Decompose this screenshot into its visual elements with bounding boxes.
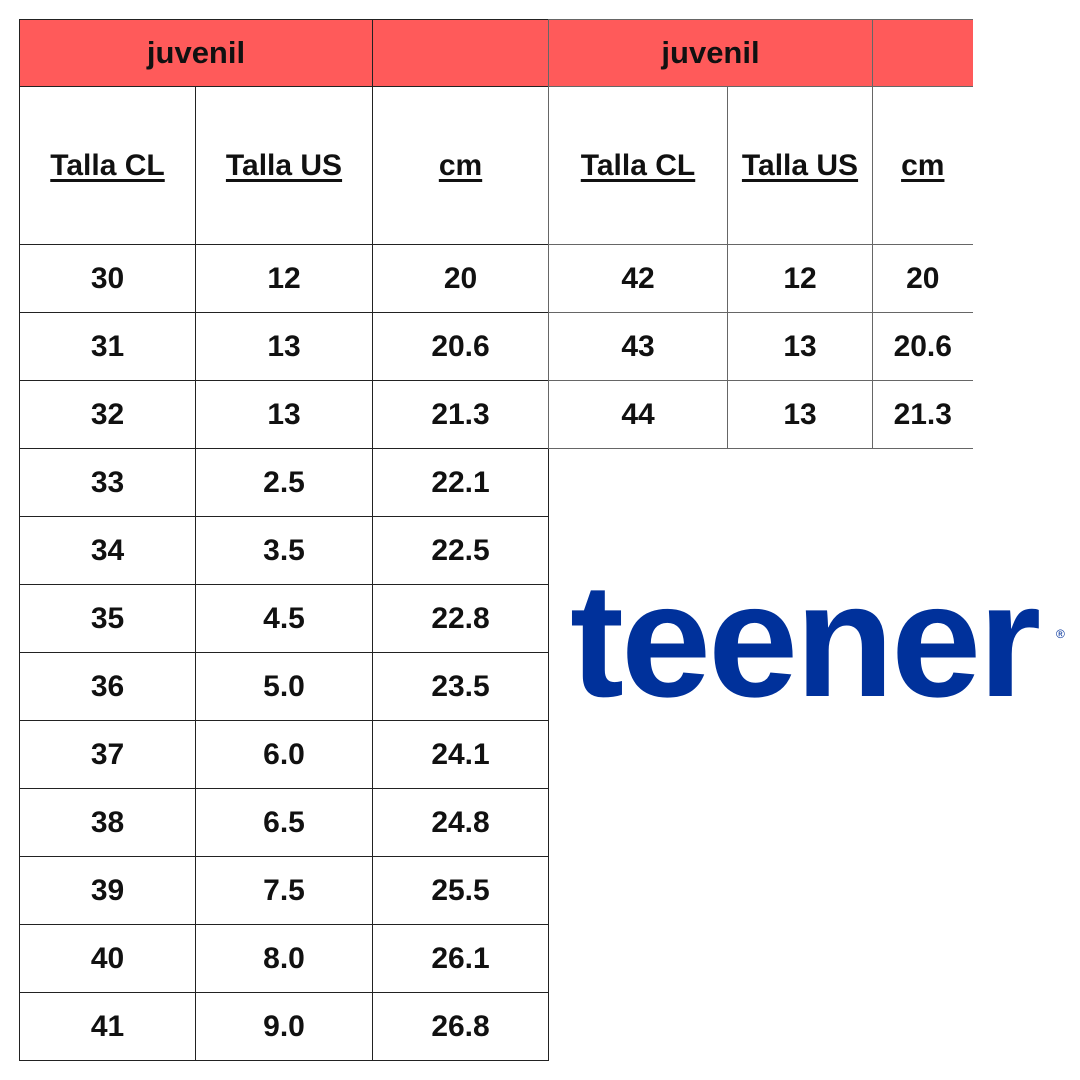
table-cell: 26.8 xyxy=(372,992,550,1061)
table-cell: 34 xyxy=(19,516,196,585)
table-row: 38 6.5 24.8 xyxy=(19,788,550,857)
column-header: cm xyxy=(372,86,550,245)
table-row: 33 2.5 22.1 xyxy=(19,448,550,517)
table-title-empty-cell xyxy=(372,19,550,87)
table-cell: 44 xyxy=(548,380,728,449)
table-row: 42 12 20 xyxy=(548,244,973,313)
table-cell: 39 xyxy=(19,856,196,925)
table-cell: 35 xyxy=(19,584,196,653)
table-row: 31 13 20.6 xyxy=(19,312,550,381)
table-row: 39 7.5 25.5 xyxy=(19,856,550,925)
column-header: Talla US xyxy=(194,86,374,245)
table-cell: 2.5 xyxy=(194,448,374,517)
table-cell: 24.1 xyxy=(372,720,550,789)
table-cell: 21.3 xyxy=(872,380,973,449)
table-cell: 25.5 xyxy=(372,856,550,925)
table-row: 34 3.5 22.5 xyxy=(19,516,550,585)
table-title-row: juvenil xyxy=(547,19,973,87)
table-cell: 24.8 xyxy=(372,788,550,857)
table-cell: 5.0 xyxy=(194,652,374,721)
table-row: 40 8.0 26.1 xyxy=(19,924,550,993)
table-cell: 32 xyxy=(19,380,196,449)
table-cell: 31 xyxy=(19,312,196,381)
table-cell: 21.3 xyxy=(372,380,550,449)
column-header: Talla CL xyxy=(19,86,196,245)
table-cell: 13 xyxy=(726,380,874,449)
table-cell: 13 xyxy=(194,312,374,381)
table-cell: 23.5 xyxy=(372,652,550,721)
column-header-row: Talla CL Talla US cm xyxy=(19,86,550,245)
table-cell: 3.5 xyxy=(194,516,374,585)
table-row: 41 9.0 26.8 xyxy=(19,992,550,1061)
column-header: Talla US xyxy=(726,86,874,245)
table-row: 37 6.0 24.1 xyxy=(19,720,550,789)
table-cell: 38 xyxy=(19,788,196,857)
table-cell: 6.5 xyxy=(194,788,374,857)
table-cell: 41 xyxy=(19,992,196,1061)
table-row: 43 13 20.6 xyxy=(548,312,973,381)
size-table-left: juvenil Talla CL Talla US cm 30 12 20 31 13 20.6 3… xyxy=(18,19,550,1061)
table-row: 32 13 21.3 xyxy=(19,380,550,449)
table-cell: 22.8 xyxy=(372,584,550,653)
table-cell: 37 xyxy=(19,720,196,789)
table-cell: 9.0 xyxy=(194,992,374,1061)
column-header-row: Talla CL Talla US cm xyxy=(548,86,973,245)
table-cell: 4.5 xyxy=(194,584,374,653)
table-cell: 6.0 xyxy=(194,720,374,789)
table-cell: 22.1 xyxy=(372,448,550,517)
table-row: 36 5.0 23.5 xyxy=(19,652,550,721)
table-cell: 22.5 xyxy=(372,516,550,585)
table-row: 44 13 21.3 xyxy=(548,380,973,449)
table-row: 30 12 20 xyxy=(19,244,550,313)
table-cell: 8.0 xyxy=(194,924,374,993)
registered-mark: ® xyxy=(1056,627,1065,641)
size-table-right: juvenil Talla CL Talla US cm 42 12 20 43 13 20.6 4… xyxy=(547,19,973,449)
table-cell: 13 xyxy=(726,312,874,381)
table-cell: 12 xyxy=(194,244,374,313)
table-cell: 20.6 xyxy=(372,312,550,381)
table-cell: 33 xyxy=(19,448,196,517)
table-title: juvenil xyxy=(18,19,374,87)
table-title-empty-cell xyxy=(872,19,973,87)
table-title: juvenil xyxy=(547,19,874,87)
table-title-row: juvenil xyxy=(18,19,550,87)
table-cell: 20 xyxy=(372,244,550,313)
table-cell: 30 xyxy=(19,244,196,313)
column-header: Talla CL xyxy=(548,86,728,245)
table-cell: 42 xyxy=(548,244,728,313)
table-cell: 20 xyxy=(872,244,973,313)
table-row: 35 4.5 22.8 xyxy=(19,584,550,653)
table-cell: 26.1 xyxy=(372,924,550,993)
teener-logo: teener xyxy=(570,550,1041,731)
table-cell: 40 xyxy=(19,924,196,993)
table-cell: 20.6 xyxy=(872,312,973,381)
column-header: cm xyxy=(872,86,973,245)
table-cell: 13 xyxy=(194,380,374,449)
table-cell: 12 xyxy=(726,244,874,313)
table-cell: 7.5 xyxy=(194,856,374,925)
table-cell: 43 xyxy=(548,312,728,381)
table-cell: 36 xyxy=(19,652,196,721)
